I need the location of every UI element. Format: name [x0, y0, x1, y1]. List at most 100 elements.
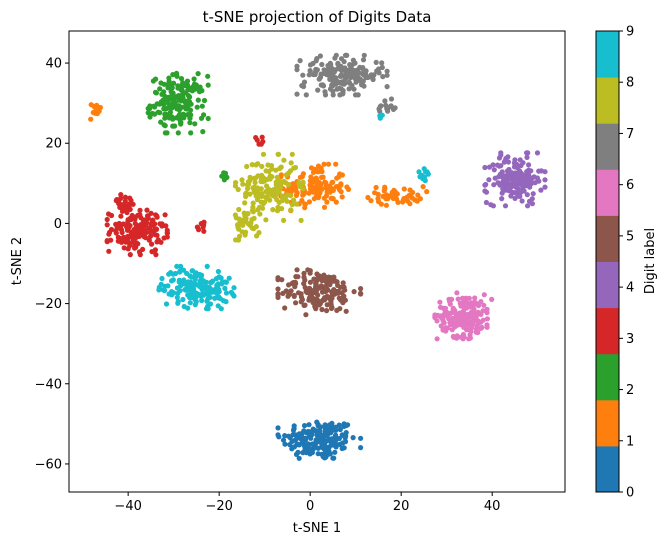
point-digit-8 — [274, 174, 280, 180]
point-digit-8 — [288, 160, 294, 166]
point-digit-5 — [328, 302, 334, 308]
point-digit-7 — [338, 72, 344, 78]
point-digit-7 — [336, 79, 342, 85]
chart-title: t-SNE projection of Digits Data — [203, 8, 432, 26]
point-digit-3 — [108, 226, 115, 233]
point-digit-4 — [499, 169, 505, 175]
point-digit-8 — [274, 197, 280, 203]
point-digit-7 — [323, 67, 329, 74]
x-axis: −40 −20 0 20 40 — [114, 492, 500, 514]
point-digit-0 — [322, 422, 328, 428]
point-digit-4 — [491, 167, 497, 173]
point-digit-4 — [518, 189, 524, 195]
point-digit-2 — [181, 115, 187, 121]
point-digit-2 — [183, 100, 189, 106]
point-digit-0 — [285, 433, 292, 439]
point-digit-5 — [358, 286, 364, 292]
point-digit-8 — [296, 180, 302, 186]
point-digit-5 — [337, 306, 343, 312]
point-digit-6 — [458, 334, 464, 340]
point-digit-5 — [324, 308, 330, 314]
point-digit-1 — [321, 195, 327, 201]
point-digit-1 — [302, 205, 308, 211]
point-digit-7 — [351, 68, 357, 74]
point-digit-5 — [275, 286, 281, 292]
point-digit-4 — [515, 178, 521, 184]
point-digit-7 — [340, 88, 346, 94]
point-digit-7 — [327, 86, 334, 92]
point-digit-7 — [319, 61, 325, 68]
point-digit-2 — [200, 129, 206, 135]
point-digit-1 — [307, 182, 313, 188]
point-digit-7 — [361, 52, 367, 58]
point-digit-1 — [407, 201, 413, 207]
point-digit-2 — [157, 110, 163, 116]
point-digit-4 — [525, 203, 531, 209]
point-digit-8 — [266, 168, 272, 174]
point-digit-9 — [213, 276, 220, 282]
point-digit-8 — [255, 186, 262, 192]
y-tick-label: −20 — [35, 297, 62, 312]
point-digit-1 — [336, 187, 342, 193]
point-digit-5 — [343, 308, 349, 314]
point-digit-6 — [450, 315, 456, 322]
point-digit-2 — [170, 72, 176, 78]
point-digit-4 — [486, 177, 492, 183]
point-digit-6 — [437, 299, 443, 305]
colorbar-tick-label: 4 — [626, 281, 634, 296]
point-digit-7 — [382, 98, 388, 104]
point-digit-4 — [523, 177, 529, 183]
point-digit-1 — [302, 201, 308, 207]
point-digit-1 — [420, 184, 426, 190]
point-digit-2 — [152, 111, 158, 117]
point-digit-2 — [205, 115, 211, 122]
point-digit-4 — [509, 174, 515, 180]
point-digit-7 — [343, 69, 349, 76]
point-digit-0 — [306, 433, 313, 439]
point-digit-7 — [388, 96, 395, 102]
point-digit-2 — [174, 73, 180, 79]
point-digit-5 — [275, 277, 281, 283]
point-digit-8 — [270, 189, 276, 195]
point-digit-3 — [259, 134, 265, 140]
point-digit-7 — [350, 57, 356, 63]
point-digit-5 — [316, 302, 322, 308]
point-digit-0 — [332, 449, 338, 455]
point-digit-3 — [164, 227, 170, 233]
y-tick-label: −40 — [35, 377, 62, 392]
point-digit-1 — [333, 199, 339, 205]
point-digit-2 — [166, 75, 172, 81]
point-digit-1 — [373, 184, 379, 191]
point-digit-2 — [185, 87, 191, 93]
point-digit-1 — [94, 102, 100, 108]
point-digit-3 — [115, 238, 121, 244]
point-digit-0 — [328, 430, 334, 436]
point-digit-9 — [199, 297, 205, 304]
point-digit-4 — [486, 164, 493, 170]
point-digit-8 — [279, 193, 286, 199]
point-digit-3 — [119, 208, 125, 214]
point-digit-6 — [447, 299, 453, 305]
point-digit-8 — [259, 163, 265, 169]
colorbar-segment-5 — [596, 215, 619, 262]
point-digit-4 — [525, 150, 531, 156]
point-digit-9 — [187, 300, 193, 306]
point-digit-7 — [361, 83, 367, 89]
point-digit-8 — [260, 151, 267, 157]
point-digit-6 — [480, 317, 486, 323]
point-digit-1 — [412, 197, 418, 203]
point-digit-9 — [178, 283, 184, 289]
point-digit-8 — [270, 207, 276, 213]
point-digit-5 — [291, 293, 297, 299]
point-digit-8 — [250, 209, 256, 215]
point-digit-3 — [118, 223, 124, 229]
point-digit-3 — [119, 229, 125, 236]
point-digit-9 — [222, 285, 228, 291]
point-digit-6 — [434, 318, 440, 324]
point-digit-1 — [313, 193, 320, 199]
point-digit-4 — [508, 193, 514, 199]
point-digit-7 — [327, 74, 333, 80]
point-digit-8 — [239, 229, 245, 235]
point-digit-0 — [331, 455, 337, 461]
point-digit-5 — [324, 302, 330, 308]
